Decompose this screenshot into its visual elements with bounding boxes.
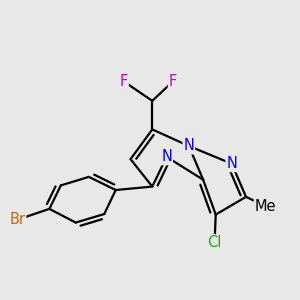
- Text: F: F: [169, 74, 177, 89]
- Text: N: N: [226, 156, 237, 171]
- Text: Me: Me: [255, 199, 276, 214]
- Text: N: N: [161, 149, 172, 164]
- Text: Br: Br: [9, 212, 26, 227]
- Text: F: F: [120, 74, 128, 89]
- Text: Cl: Cl: [207, 235, 222, 250]
- Text: N: N: [183, 139, 194, 154]
